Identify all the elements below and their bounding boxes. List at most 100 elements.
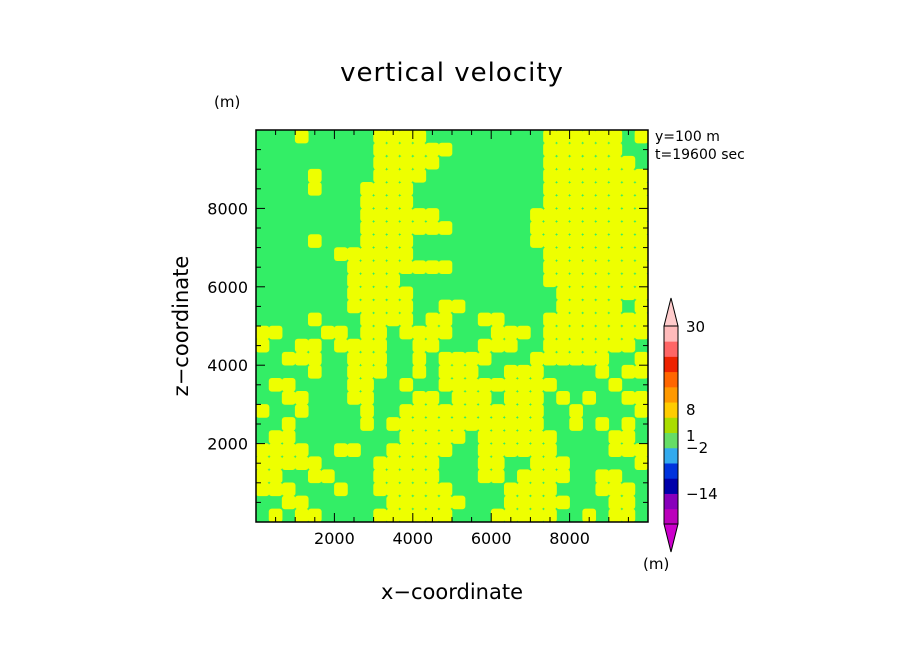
field-cell-high [360, 260, 374, 275]
field-cell-high [582, 247, 597, 261]
colorbar-extend-top [663, 297, 679, 327]
x-axis-label: x−coordinate [380, 580, 524, 604]
field-cell-high [451, 417, 466, 431]
field-cell-high [360, 351, 374, 366]
field-cell-high [490, 430, 505, 444]
field-cell-high [543, 208, 557, 222]
field-cell-high [569, 168, 583, 183]
field-cell-high [543, 221, 557, 235]
field-cell-high [399, 495, 414, 510]
field-cell-high [608, 286, 623, 301]
field-cell-high [360, 391, 374, 405]
field-cell-high [477, 430, 492, 444]
field-cell-high [373, 312, 387, 327]
field-cell-high [412, 338, 427, 353]
field-cell-high [556, 273, 570, 288]
field-cell-high [399, 443, 414, 457]
field-cell-high [451, 391, 466, 405]
field-cell-high [294, 456, 309, 471]
field-cell-high [373, 247, 387, 261]
field-cell-high [373, 286, 387, 301]
field-cell-high [582, 286, 597, 301]
field-cell-high [373, 155, 387, 170]
field-cell-high [386, 142, 401, 157]
field-cell-high [556, 168, 570, 183]
field-cell-high [503, 430, 518, 444]
field-cell-high [569, 247, 583, 261]
field-cell-high [386, 482, 401, 497]
field-cell-high [412, 142, 427, 157]
field-cell-high [503, 364, 518, 379]
field-cell-high [438, 443, 453, 457]
field-cell-high [386, 508, 401, 523]
field-cell-high [360, 312, 374, 327]
field-cell-high [412, 364, 427, 379]
field-cell-high [399, 508, 414, 523]
field-cell-high [621, 208, 636, 222]
field-cell-high [582, 155, 597, 170]
field-cell-high [569, 351, 583, 366]
field-cell-high [412, 430, 427, 444]
field-cell-high [556, 142, 570, 157]
field-cell-high [373, 129, 387, 144]
field-cell-high [503, 482, 518, 497]
colorbar-label: 8 [686, 401, 696, 419]
colorbar-segment [664, 447, 678, 464]
field-cell-high [582, 508, 597, 523]
field-cell-high [595, 417, 610, 431]
field-cell-high [438, 312, 453, 327]
info-time: t=19600 sec [655, 147, 745, 163]
field-cell-high [556, 495, 570, 510]
field-cell-high [438, 482, 453, 497]
field-cell-high [386, 195, 401, 209]
field-cell-high [373, 456, 387, 471]
field-cell-high [582, 208, 597, 222]
field-cell-high [425, 430, 440, 444]
x-tick-label: 2000 [314, 529, 355, 548]
field-cell-high [503, 325, 518, 340]
field-cell-high [464, 404, 479, 418]
field-cell-high [412, 325, 427, 340]
field-cell-high [543, 155, 557, 170]
field-cell-high [451, 364, 466, 379]
field-cell-high [634, 364, 649, 379]
field-cell-high [582, 129, 597, 144]
field-cell-high [321, 325, 335, 340]
field-cell-high [347, 273, 361, 288]
field-cell-high [386, 208, 401, 222]
field-cell-high [477, 469, 492, 484]
field-cell-high [373, 142, 387, 157]
field-cell-high [425, 456, 440, 471]
y-axis-unit: (m) [214, 93, 241, 111]
field-cell-high [543, 312, 557, 327]
colorbar-segment [664, 493, 678, 510]
field-cell-high [582, 338, 597, 353]
field-cell-high [569, 312, 583, 327]
field-cell-high [412, 168, 427, 183]
field-cell-high [412, 417, 427, 431]
field-cell-high [425, 508, 440, 523]
field-cell-high [399, 181, 414, 196]
field-cell-high [347, 443, 361, 457]
field-cell-high [634, 260, 649, 275]
field-cell-high [582, 142, 597, 157]
field-cell-high [281, 495, 296, 510]
field-cell-high [399, 299, 414, 314]
field-cell-high [399, 168, 414, 183]
y-tick-label: 6000 [207, 278, 248, 297]
colorbar-segment [664, 341, 678, 357]
field-cell-high [530, 456, 544, 471]
field-cell-high [386, 234, 401, 248]
y-axis-label: z−coordinate [169, 255, 193, 397]
field-cell-high [556, 221, 570, 235]
field-cell-high [477, 377, 492, 392]
field-cell-high [543, 443, 557, 457]
field-cell-high [543, 260, 557, 275]
field-cell-high [307, 168, 322, 183]
field-cell-high [307, 508, 322, 523]
field-cell-high [621, 221, 636, 235]
field-cell-high [399, 430, 414, 444]
field-cell-high [281, 482, 296, 497]
field-cell-high [543, 377, 557, 392]
field-cell-high [530, 430, 544, 444]
